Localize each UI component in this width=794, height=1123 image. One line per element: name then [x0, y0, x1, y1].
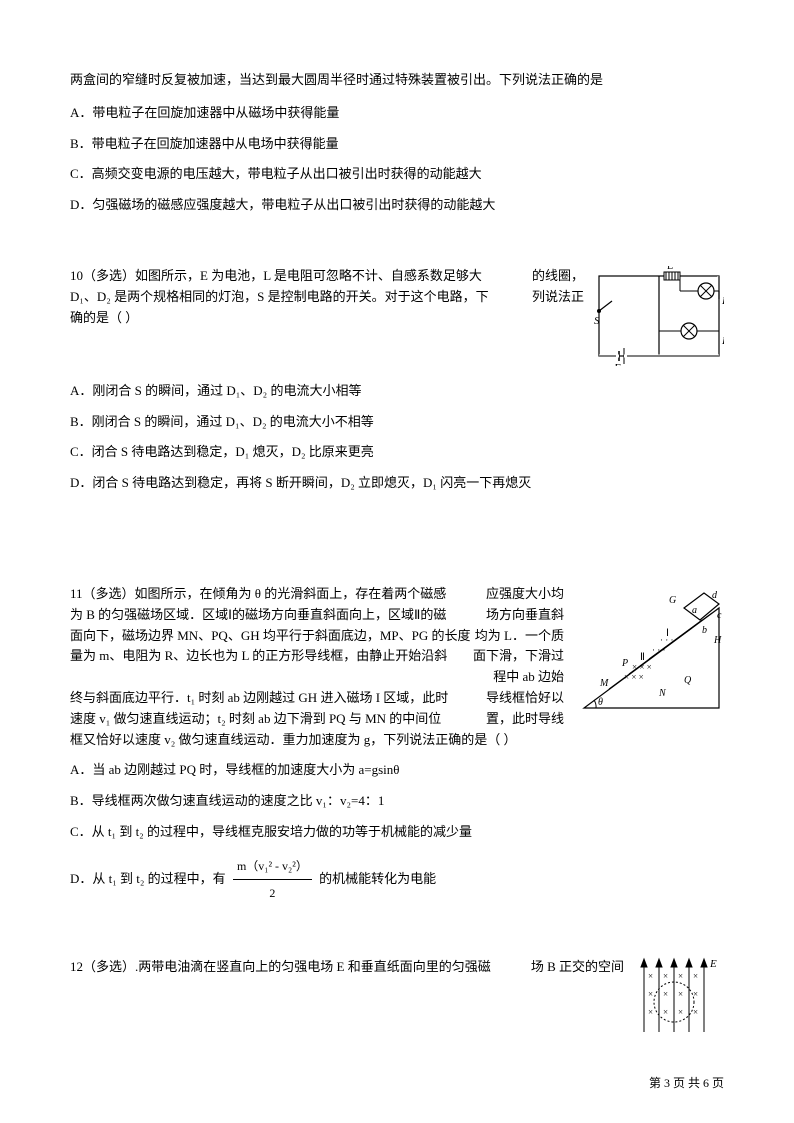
q11-l3r: 均为 L．一个质 [475, 626, 564, 647]
q10-circuit-figure: L D₁ D₂ [594, 266, 724, 373]
q12-text-left: 12（多选）.两带电油滴在竖直向上的匀强电场 E 和垂直纸面向里的匀强磁 [70, 959, 491, 974]
q12-text-right: 场 B 正交的空间 [531, 957, 624, 978]
svg-text:×: × [648, 989, 653, 999]
q11-l4l: 量为 m、电阻为 R、边长也为 L 的正方形导线框，由静止开始沿斜 [70, 648, 447, 663]
fraction-icon: m（v₁² - v₂²） 2 [233, 853, 312, 907]
q11-option-c: C．从 t₁ 到 t₂ 的过程中，导线框克服安培力做的功等于机械能的减少量 [70, 822, 724, 843]
svg-text:×: × [648, 971, 653, 981]
svg-text:×: × [663, 971, 668, 981]
svg-text:× × ×: × × × [624, 672, 644, 682]
q10-option-b: B．刚闭合 S 的瞬间，通过 D₁、D₂ 的电流大小不相等 [70, 412, 724, 433]
svg-text:×: × [693, 971, 698, 981]
question-12-block: ×××× ×××× ×××× E 12（多选）.两带电油滴在竖直向上的匀强电场 … [70, 957, 724, 978]
label-d: d [712, 590, 718, 601]
q11-d-den: 2 [233, 880, 312, 906]
label-II: Ⅱ [640, 652, 645, 663]
label-G: G [669, 595, 676, 606]
q11-l7l: 速度 v₁ 做匀速直线运动；t₂ 时刻 ab 边下滑到 PQ 与 MN 的中间位 [70, 711, 441, 726]
q11-d-pre: D．从 t₁ 到 t₂ 的过程中，有 [70, 871, 226, 886]
label-S: S [594, 315, 600, 327]
label-E: E [709, 958, 717, 970]
circuit-icon: L D₁ D₂ [594, 266, 724, 366]
page: 两盒间的窄缝时反复被加速，当达到最大圆周半径时通过特殊装置被引出。下列说法正确的… [0, 0, 794, 1123]
q11-option-d: D．从 t₁ 到 t₂ 的过程中，有 m（v₁² - v₂²） 2 的机械能转化… [70, 853, 724, 907]
q11-l3l: 面向下，磁场边界 MN、PQ、GH 均平行于斜面底边，MP、PG 的长度 [70, 628, 471, 643]
q12-diagram-figure: ×××× ×××× ×××× E [634, 957, 724, 1044]
q9-option-d: D．匀强磁场的磁感应强度越大，带电粒子从出口被引出时获得的动能越大 [70, 195, 724, 216]
q11-l5r: 程中 ab 边始 [493, 667, 564, 688]
q11-l1r: 应强度大小均 [486, 584, 564, 605]
svg-text:· · ·: · · · [652, 645, 666, 655]
q11-l4r: 面下滑，下滑过 [473, 646, 564, 667]
label-H: H [713, 635, 722, 646]
incline-diagram-icon: × × × × × × · · · · · · G d P a c M b N … [574, 588, 724, 718]
q11-l2r: 场方向垂直斜 [486, 605, 564, 626]
q10-line1-right: 的线圈， [532, 266, 584, 287]
label-E: E [613, 362, 621, 366]
svg-text:×: × [693, 1007, 698, 1017]
q11-option-b: B．导线框两次做匀速直线运动的速度之比 v₁：v₂=4：1 [70, 791, 724, 812]
q11-d-post: 的机械能转化为电能 [319, 871, 436, 886]
label-theta: θ [598, 697, 603, 708]
label-L: L [667, 266, 673, 272]
svg-text:× × ×: × × × [632, 662, 652, 672]
q11-text: × × × × × × · · · · · · G d P a c M b N … [70, 584, 724, 750]
svg-text:×: × [678, 971, 683, 981]
q10-text: L D₁ D₂ [70, 266, 724, 373]
label-b: b [702, 625, 707, 636]
label-D2: D₂ [721, 335, 724, 347]
q9-option-c: C．高频交变电源的电压越大，带电粒子从出口被引出时获得的动能越大 [70, 164, 724, 185]
q9-option-b: B．带电粒子在回旋加速器中从电场中获得能量 [70, 134, 724, 155]
q11-diagram-figure: × × × × × × · · · · · · G d P a c M b N … [574, 588, 724, 725]
q10-line3: 确的是（ ） [70, 310, 138, 325]
page-footer: 第 3 页 共 6 页 [649, 1074, 724, 1093]
q9-intro: 两盒间的窄缝时反复被加速，当达到最大圆周半径时通过特殊装置被引出。下列说法正确的… [70, 70, 724, 91]
q10-option-a: A．刚闭合 S 的瞬间，通过 D₁、D₂ 的电流大小相等 [70, 381, 724, 402]
svg-text:×: × [663, 989, 668, 999]
label-Q: Q [684, 675, 692, 686]
q10-line2-right: 列说法正 [532, 287, 584, 308]
q11-l2l: 为 B 的匀强磁场区域．区域Ⅰ的磁场方向垂直斜面向上，区域Ⅱ的磁 [70, 607, 446, 622]
label-N: N [658, 688, 667, 699]
q10-line1-left: 10（多选）如图所示，E 为电池，L 是电阻可忽略不计、自感系数足够大 [70, 268, 482, 283]
q10-option-c: C．闭合 S 待电路达到稳定，D₁ 熄灭，D₂ 比原来更亮 [70, 442, 724, 463]
label-a: a [692, 605, 697, 616]
svg-text:×: × [678, 989, 683, 999]
q10-option-d: D．闭合 S 待电路达到稳定，再将 S 断开瞬间，D₂ 立即熄灭，D₁ 闪亮一下… [70, 473, 724, 494]
q10-line2-left: D₁、D₂ 是两个规格相同的灯泡，S 是控制电路的开关。对于这个电路，下 [70, 289, 489, 304]
q11-l7r: 置，此时导线 [486, 709, 564, 730]
question-9-block: 两盒间的窄缝时反复被加速，当达到最大圆周半径时通过特殊装置被引出。下列说法正确的… [70, 70, 724, 216]
label-M: M [599, 678, 609, 689]
q11-l1l: 11（多选）如图所示，在倾角为 θ 的光滑斜面上，存在着两个磁感 [70, 586, 446, 601]
q11-l6l: 终与斜面底边平行．t₁ 时刻 ab 边刚越过 GH 进入磁场 I 区域，此时 [70, 690, 448, 705]
svg-text:×: × [678, 1007, 683, 1017]
svg-text:×: × [648, 1007, 653, 1017]
label-c: c [717, 610, 722, 621]
label-P: P [621, 658, 628, 669]
label-I: Ⅰ [666, 628, 669, 639]
q11-d-num: m（v₁² - v₂²） [233, 853, 312, 880]
field-diagram-icon: ×××× ×××× ×××× E [634, 957, 724, 1037]
q9-option-a: A．带电粒子在回旋加速器中从磁场中获得能量 [70, 103, 724, 124]
q11-l6r: 导线框恰好以 [486, 688, 564, 709]
q11-l8: 框又恰好以速度 v₂ 做匀速直线运动．重力加速度为 g，下列说法正确的是（ ） [70, 730, 724, 751]
question-10-block: L D₁ D₂ [70, 266, 724, 494]
question-11-block: × × × × × × · · · · · · G d P a c M b N … [70, 584, 724, 907]
label-D1: D₁ [721, 295, 724, 307]
q11-option-a: A．当 ab 边刚越过 PQ 时，导线框的加速度大小为 a=gsinθ [70, 760, 724, 781]
svg-text:×: × [663, 1007, 668, 1017]
